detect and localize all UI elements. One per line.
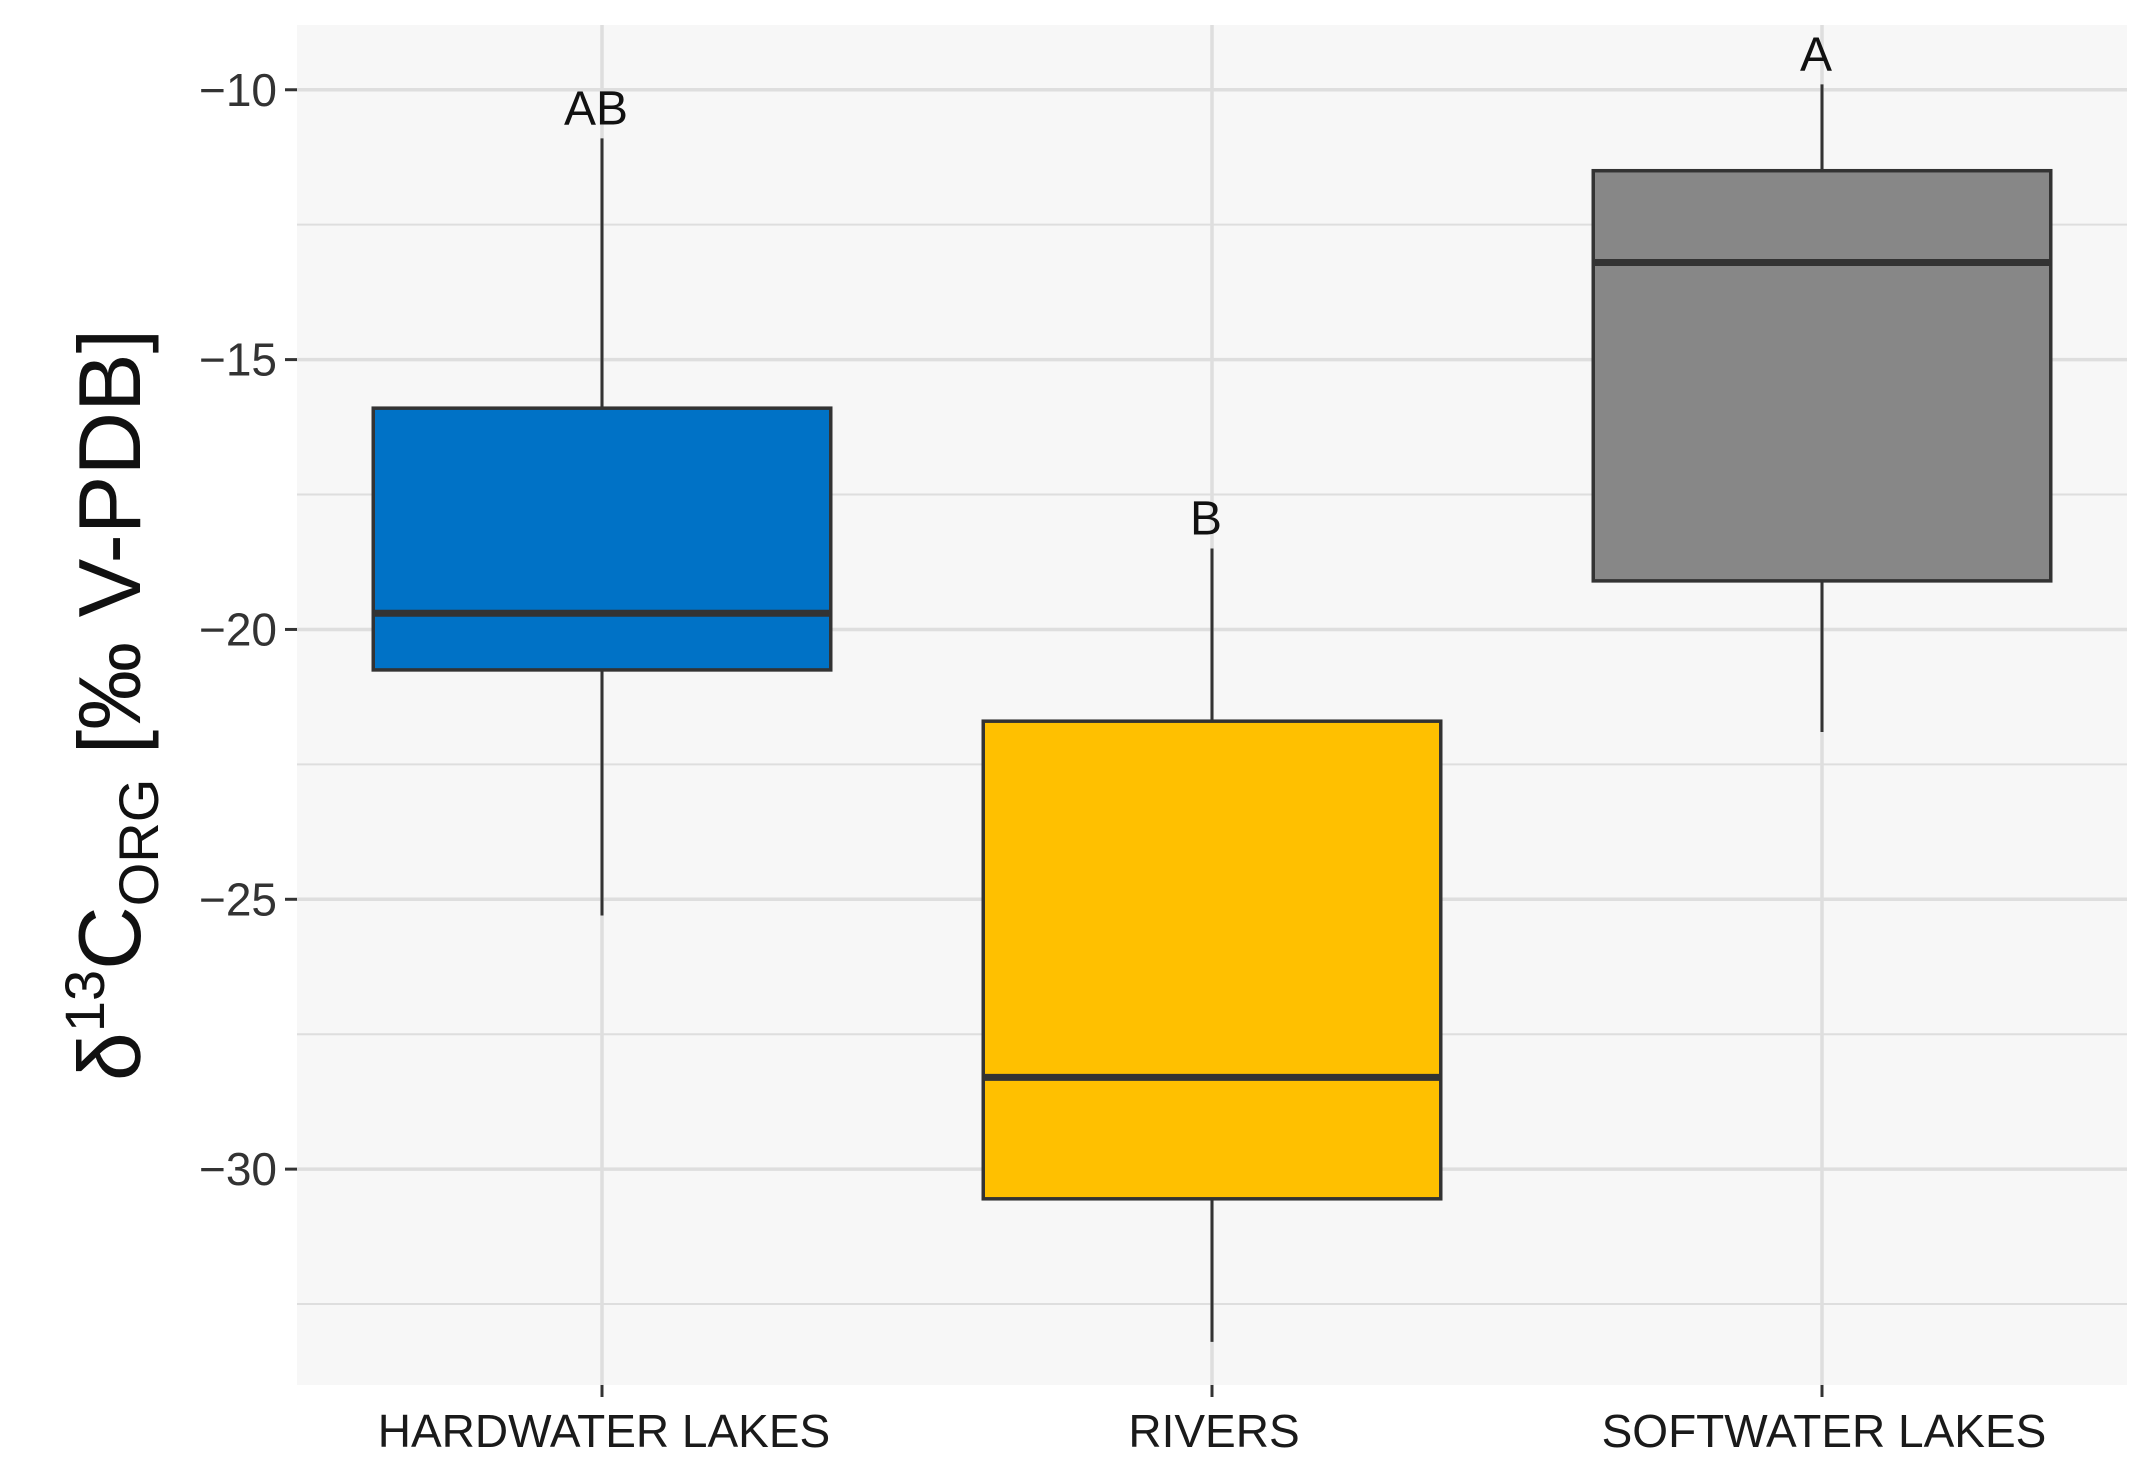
boxes: AB B A bbox=[371, 28, 2053, 1342]
significance-label: AB bbox=[564, 82, 628, 135]
y-axis-title: δ13CORG [‰ V-PDB] bbox=[53, 329, 170, 1081]
x-axis-labels: HARDWATER LAKES RIVERS SOFTWATER LAKES bbox=[378, 1385, 2047, 1457]
box-iqr bbox=[371, 406, 833, 672]
y-axis-title-unit: [‰ V-PDB] bbox=[60, 329, 159, 779]
y-tick-label: −20 bbox=[199, 603, 277, 655]
y-axis-ticks: −10 −15 −20 −25 −30 bbox=[199, 64, 297, 1195]
box-group: B bbox=[981, 492, 1443, 1342]
x-tick-label: SOFTWATER LAKES bbox=[1602, 1405, 2047, 1457]
y-tick-label: −25 bbox=[199, 873, 277, 925]
y-axis-title-subscript: ORG bbox=[107, 779, 170, 907]
y-axis-title-element: C bbox=[60, 906, 159, 970]
box-iqr bbox=[981, 719, 1443, 1201]
y-axis-title-superscript: 13 bbox=[53, 970, 116, 1032]
significance-label: A bbox=[1800, 28, 1832, 81]
x-tick-label: HARDWATER LAKES bbox=[378, 1405, 830, 1457]
y-axis-title-delta: δ bbox=[60, 1032, 159, 1081]
box-group: AB bbox=[371, 82, 833, 916]
y-tick-label: −30 bbox=[199, 1143, 277, 1195]
significance-label: B bbox=[1190, 492, 1222, 545]
x-tick-label: RIVERS bbox=[1128, 1405, 1299, 1457]
box-group: A bbox=[1591, 28, 2053, 732]
box-iqr bbox=[1591, 168, 2053, 583]
y-tick-label: −10 bbox=[199, 64, 277, 116]
y-tick-label: −15 bbox=[199, 334, 277, 386]
